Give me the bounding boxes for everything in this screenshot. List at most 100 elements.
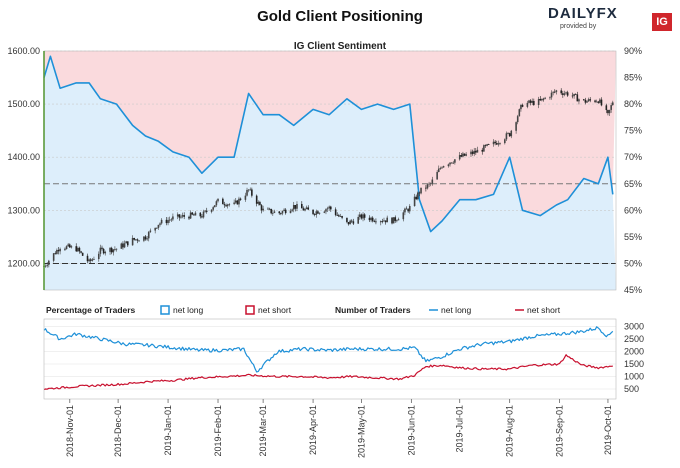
price-candle <box>396 220 398 222</box>
price-candle <box>178 214 181 218</box>
price-candle <box>251 189 253 196</box>
price-candle <box>599 99 601 103</box>
price-candle <box>257 202 260 204</box>
price-candle <box>437 168 440 172</box>
price-candle <box>450 162 453 164</box>
price-candle <box>473 150 476 154</box>
price-candle <box>371 217 374 222</box>
price-candle <box>560 90 563 94</box>
price-candle <box>526 102 529 107</box>
price-candle <box>143 236 145 241</box>
price-candle <box>167 220 169 224</box>
sentiment-tick-label: 85% <box>624 73 642 83</box>
price-candle <box>350 220 353 222</box>
price-tick-label: 1200.00 <box>7 258 40 268</box>
price-candle <box>160 219 163 224</box>
price-candle <box>486 144 488 146</box>
sentiment-chart-title: IG Client Sentiment <box>294 41 387 52</box>
price-candle <box>272 212 274 214</box>
price-candle <box>328 206 330 209</box>
price-candle <box>170 219 173 221</box>
sentiment-tick-label: 55% <box>624 232 642 242</box>
price-candle <box>102 248 105 254</box>
price-candle <box>147 232 150 239</box>
price-candle <box>239 198 242 200</box>
price-candle <box>86 255 89 262</box>
price-candle <box>555 90 558 92</box>
price-candle <box>597 101 600 103</box>
price-candle <box>88 259 90 262</box>
price-candle <box>458 155 461 160</box>
net-short-area <box>44 51 616 232</box>
price-candle <box>441 167 443 169</box>
price-candle <box>452 162 455 164</box>
price-candle <box>349 220 351 225</box>
price-candle <box>550 92 553 98</box>
price-candle <box>346 217 348 222</box>
price-candle <box>283 209 285 212</box>
price-candle <box>273 211 276 213</box>
price-candle <box>292 204 295 210</box>
price-candle <box>470 151 472 155</box>
price-candle <box>595 101 598 103</box>
price-candle <box>578 99 580 102</box>
price-candle <box>571 95 574 97</box>
price-candle <box>405 208 408 210</box>
price-candle <box>336 215 339 216</box>
price-candle <box>531 100 534 103</box>
price-candle <box>301 203 303 209</box>
price-candle <box>78 247 81 252</box>
price-candle <box>586 101 588 103</box>
bottom-panel-frame <box>43 318 617 400</box>
price-candle <box>238 198 240 205</box>
price-candle <box>608 109 611 114</box>
price-candle <box>52 253 55 261</box>
price-candle <box>115 248 118 250</box>
price-candle <box>417 192 419 200</box>
price-candle <box>188 216 190 219</box>
price-candle <box>508 133 511 137</box>
price-candle <box>289 210 292 214</box>
month-tick-label: 2018-Dec-01 <box>113 405 123 457</box>
price-candle <box>323 211 326 213</box>
price-candle <box>131 237 134 246</box>
price-candle <box>44 265 47 267</box>
price-candle <box>210 209 213 212</box>
price-candle <box>463 153 466 156</box>
price-candle <box>138 240 140 242</box>
month-tick-label: 2019-Jul-01 <box>455 405 465 453</box>
price-candle <box>313 214 316 215</box>
price-candle <box>91 259 94 261</box>
price-candle <box>56 249 58 255</box>
price-candle <box>404 208 406 213</box>
month-tick-label: 2019-Feb-01 <box>213 405 223 457</box>
price-candle <box>317 211 319 214</box>
sentiment-tick-label: 50% <box>624 258 642 268</box>
price-candle <box>334 209 337 216</box>
price-candle <box>249 189 252 191</box>
sentiment-tick-label: 65% <box>624 179 642 189</box>
price-candle <box>381 221 384 222</box>
price-candle <box>529 100 532 103</box>
price-candle <box>574 93 577 95</box>
month-tick-label: 2019-Aug-01 <box>505 405 515 457</box>
price-candle <box>386 217 388 223</box>
price-candle <box>589 99 592 101</box>
ig-logo-icon: IG <box>652 13 672 31</box>
price-candle <box>521 104 524 107</box>
month-tick-label: 2019-Jun-01 <box>406 405 416 456</box>
price-candle <box>222 198 224 205</box>
price-candle <box>537 98 540 105</box>
price-candle <box>109 247 111 252</box>
price-candle <box>120 243 123 249</box>
price-candle <box>436 171 438 180</box>
count-tick-label: 2000 <box>624 347 644 357</box>
price-candle <box>75 246 78 252</box>
price-candle <box>318 212 321 214</box>
price-candle <box>59 248 61 252</box>
price-candle <box>89 259 92 261</box>
price-candle <box>228 203 231 205</box>
price-candle <box>544 97 546 99</box>
price-candle <box>104 251 107 254</box>
price-candle <box>226 204 229 207</box>
